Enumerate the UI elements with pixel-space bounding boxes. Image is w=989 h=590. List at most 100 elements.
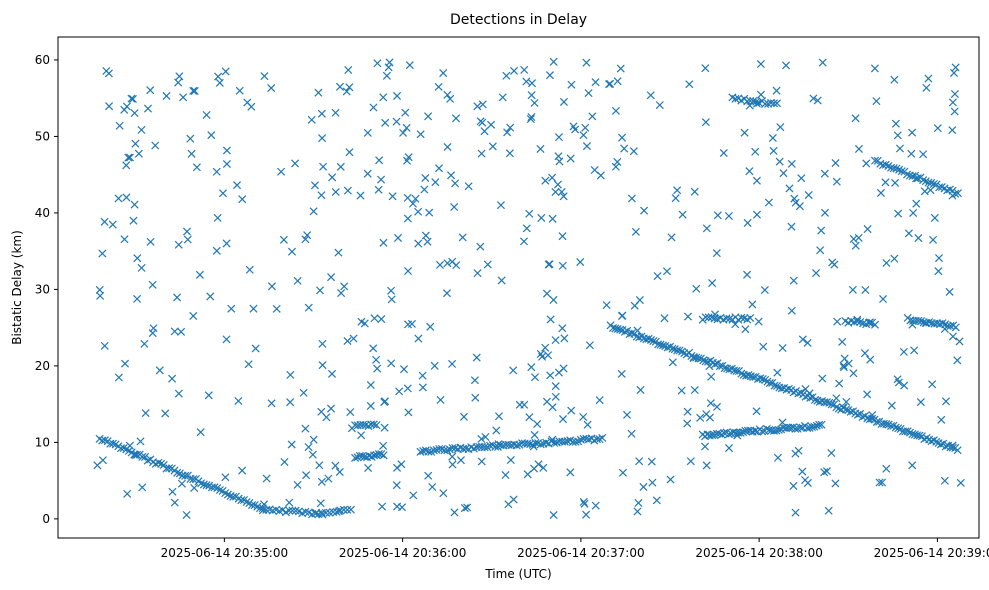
detection-point (148, 280, 157, 289)
detection-point (168, 374, 177, 383)
detection-point (327, 273, 336, 282)
detection-point (96, 291, 105, 300)
x-axis-label: Time (UTC) (484, 567, 551, 581)
detection-point (546, 371, 555, 380)
detection-point (798, 467, 807, 476)
detection-point (921, 318, 930, 327)
detection-point (804, 191, 813, 200)
detection-point (712, 402, 722, 411)
detection-point (161, 409, 170, 418)
detection-point (345, 148, 354, 157)
detection-point (173, 293, 182, 302)
detection-point (948, 191, 957, 200)
detection-point (882, 420, 891, 429)
detection-point (137, 263, 146, 272)
detection-point (596, 171, 605, 180)
detection-point (733, 431, 742, 440)
detection-point (285, 498, 294, 507)
detection-point (133, 294, 142, 303)
detection-point (831, 158, 840, 168)
detection-point (801, 385, 810, 394)
detection-point (683, 419, 692, 428)
detection-point (177, 479, 186, 488)
detection-point (344, 66, 353, 75)
detection-point (832, 403, 841, 412)
detection-point (789, 388, 798, 397)
detection-point (591, 501, 600, 510)
detection-point (668, 358, 677, 367)
detection-point (215, 485, 224, 495)
detection-point (244, 360, 253, 369)
detection-point (627, 194, 636, 203)
detection-point (793, 424, 802, 433)
detection-point (522, 77, 531, 86)
detection-point (302, 471, 311, 480)
detection-point (613, 77, 622, 86)
detection-point (525, 209, 534, 218)
detection-point (667, 233, 676, 242)
detection-point (579, 131, 588, 140)
detection-point (639, 482, 648, 491)
detection-point (787, 159, 796, 168)
detection-point (752, 99, 761, 108)
detection-point (809, 94, 818, 103)
detection-point (168, 487, 177, 496)
detection-point (366, 401, 375, 410)
detection-point (794, 446, 803, 455)
detection-point (426, 322, 435, 331)
detection-point (846, 407, 855, 416)
detection-point (450, 202, 459, 212)
detection-point (434, 82, 443, 91)
detection-point (530, 464, 539, 473)
detection-point (393, 502, 402, 511)
detection-point (794, 389, 803, 398)
detection-point (353, 453, 362, 462)
detection-point (633, 507, 642, 516)
detection-point (937, 415, 946, 424)
detection-point (831, 479, 840, 488)
detection-point (222, 159, 231, 169)
detection-point (769, 146, 778, 155)
detection-point (221, 473, 230, 482)
detection-point (646, 335, 656, 345)
detection-point (127, 94, 136, 103)
detection-point (559, 415, 568, 424)
detection-point (702, 410, 711, 419)
detection-point (870, 320, 880, 329)
detection-point (100, 436, 109, 445)
detection-point (548, 214, 557, 223)
detection-point (416, 447, 425, 456)
detection-point (165, 464, 174, 473)
detection-point (690, 187, 699, 196)
detection-point (842, 397, 851, 406)
detection-point (851, 114, 860, 123)
detection-point (700, 442, 710, 451)
detection-point (953, 189, 962, 198)
detection-point (174, 240, 183, 249)
detection-point (839, 403, 848, 412)
detection-point (404, 408, 413, 417)
detection-point (458, 233, 467, 242)
detection-point (908, 128, 917, 137)
detection-point (751, 147, 760, 156)
detection-point (758, 375, 767, 384)
detection-point (832, 394, 841, 403)
detection-point (222, 239, 231, 248)
detection-point (174, 78, 183, 87)
detection-point (878, 478, 887, 487)
detection-point (349, 334, 358, 343)
detection-point (424, 112, 433, 121)
detection-point (522, 224, 531, 233)
detection-point (908, 320, 917, 329)
detection-point (571, 437, 580, 446)
detection-point (917, 317, 926, 326)
detection-point (293, 480, 302, 489)
detection-point (146, 237, 155, 246)
detection-point (754, 317, 763, 326)
detection-point (443, 142, 452, 152)
detection-point (143, 456, 152, 465)
detection-point (381, 397, 390, 406)
detection-point (358, 452, 367, 461)
detection-point (812, 269, 821, 278)
detection-point (279, 235, 288, 244)
